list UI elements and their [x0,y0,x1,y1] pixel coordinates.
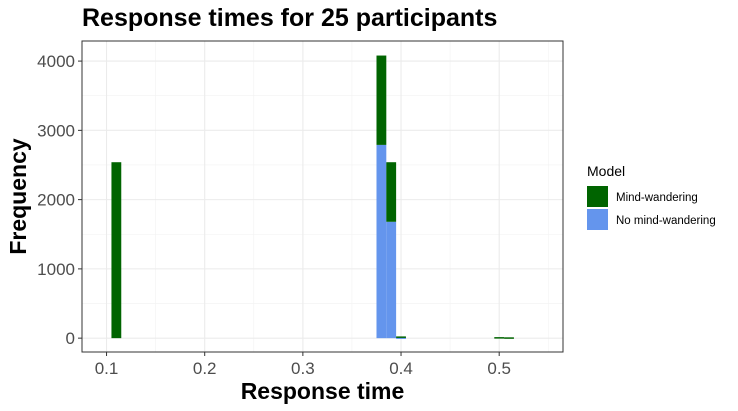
x-tick-label: 0.3 [291,359,315,378]
y-tick-label: 3000 [37,121,75,140]
bar-mind-wandering [494,337,505,339]
x-axis-ticks: 0.1 0.2 0.3 0.4 0.5 [95,352,511,378]
y-tick-label: 2000 [37,191,75,210]
plot-border [81,40,564,353]
bar-mind-wandering [376,55,387,145]
legend-title: Model [587,163,625,179]
legend-label-no-mind-wandering: No mind-wandering [616,215,716,227]
bar-mind-wandering [396,336,406,338]
y-tick-label: 1000 [37,260,75,279]
legend-swatch-no-mind-wandering [587,209,608,230]
legend: Model Mind-wandering No mind-wandering [587,163,716,230]
y-tick-label: 0 [66,329,75,348]
x-tick-label: 0.2 [193,359,217,378]
y-axis-ticks: 0 1000 2000 3000 4000 [37,52,82,348]
x-tick-label: 0.5 [487,359,511,378]
plot-background [82,41,563,352]
bar-mind-wandering [386,162,397,222]
x-axis-title: Response time [241,378,405,404]
bar-no-mind-wandering [396,337,406,339]
y-axis-title: Frequency [5,138,31,255]
bar-no-mind-wandering [386,221,397,339]
y-tick-label: 4000 [37,52,75,71]
legend-label-mind-wandering: Mind-wandering [616,192,698,204]
bar-mind-wandering [504,337,514,339]
x-tick-label: 0.4 [389,359,413,378]
chart-title: Response times for 25 participants [82,4,497,32]
grid-lines [82,41,563,352]
bars [111,55,514,339]
bar-no-mind-wandering [376,144,387,339]
bar-mind-wandering [111,162,122,339]
legend-swatch-mind-wandering [587,186,608,207]
x-tick-label: 0.1 [95,359,119,378]
